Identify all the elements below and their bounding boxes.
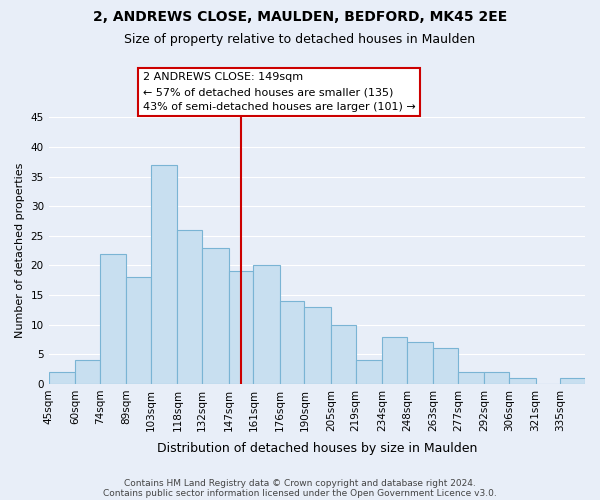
- Bar: [126, 278, 151, 384]
- Bar: [407, 342, 433, 384]
- Bar: [229, 272, 253, 384]
- Bar: [382, 336, 407, 384]
- Bar: [458, 372, 484, 384]
- Bar: [100, 254, 126, 384]
- Bar: [151, 164, 178, 384]
- Bar: [280, 301, 304, 384]
- Bar: [433, 348, 458, 384]
- Bar: [49, 372, 75, 384]
- Y-axis label: Number of detached properties: Number of detached properties: [15, 163, 25, 338]
- Bar: [202, 248, 229, 384]
- Bar: [178, 230, 202, 384]
- Bar: [253, 266, 280, 384]
- Text: 2, ANDREWS CLOSE, MAULDEN, BEDFORD, MK45 2EE: 2, ANDREWS CLOSE, MAULDEN, BEDFORD, MK45…: [93, 10, 507, 24]
- Bar: [304, 307, 331, 384]
- Bar: [484, 372, 509, 384]
- Bar: [331, 324, 356, 384]
- Text: Contains public sector information licensed under the Open Government Licence v3: Contains public sector information licen…: [103, 488, 497, 498]
- Bar: [75, 360, 100, 384]
- Text: 2 ANDREWS CLOSE: 149sqm
← 57% of detached houses are smaller (135)
43% of semi-d: 2 ANDREWS CLOSE: 149sqm ← 57% of detache…: [143, 72, 415, 112]
- Bar: [560, 378, 585, 384]
- Text: Contains HM Land Registry data © Crown copyright and database right 2024.: Contains HM Land Registry data © Crown c…: [124, 478, 476, 488]
- X-axis label: Distribution of detached houses by size in Maulden: Distribution of detached houses by size …: [157, 442, 477, 455]
- Text: Size of property relative to detached houses in Maulden: Size of property relative to detached ho…: [124, 32, 476, 46]
- Bar: [509, 378, 536, 384]
- Bar: [356, 360, 382, 384]
